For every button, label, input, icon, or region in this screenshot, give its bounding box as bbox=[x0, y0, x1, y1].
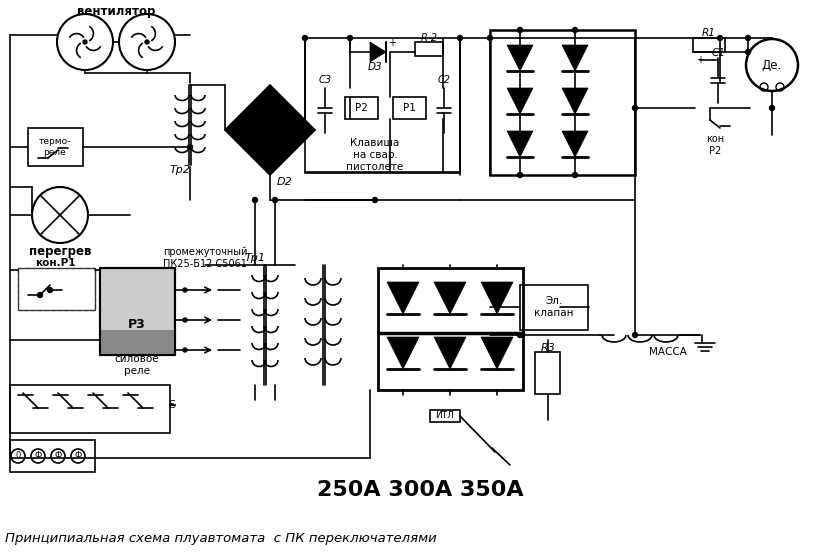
Text: Тр1: Тр1 bbox=[245, 253, 265, 263]
Text: Де.: Де. bbox=[762, 59, 782, 72]
Text: Ф: Ф bbox=[54, 452, 61, 460]
Text: S: S bbox=[169, 400, 175, 410]
Circle shape bbox=[518, 172, 523, 178]
Bar bbox=[18, 268, 95, 310]
Text: Клавиша
на свар.
пистолете: Клавиша на свар. пистолете bbox=[346, 139, 404, 172]
Circle shape bbox=[83, 40, 87, 44]
Text: МАССА: МАССА bbox=[649, 347, 687, 357]
Polygon shape bbox=[387, 282, 419, 314]
Text: C1: C1 bbox=[711, 48, 725, 58]
Bar bbox=[10, 440, 95, 472]
Text: P2: P2 bbox=[355, 103, 368, 113]
Circle shape bbox=[347, 35, 352, 40]
Circle shape bbox=[487, 35, 492, 40]
Text: термо-
реле: термо- реле bbox=[38, 137, 71, 157]
Circle shape bbox=[145, 40, 149, 44]
Circle shape bbox=[632, 105, 637, 110]
Polygon shape bbox=[481, 337, 513, 369]
Circle shape bbox=[273, 198, 278, 203]
Circle shape bbox=[518, 332, 523, 337]
Text: R1: R1 bbox=[702, 28, 716, 38]
Text: Р3: Р3 bbox=[128, 319, 146, 332]
Bar bbox=[415, 42, 443, 56]
Polygon shape bbox=[370, 42, 386, 62]
Text: R3: R3 bbox=[541, 343, 555, 353]
Circle shape bbox=[770, 105, 775, 110]
Bar bbox=[100, 268, 175, 355]
Bar bbox=[490, 30, 635, 175]
Bar bbox=[430, 410, 460, 422]
Bar bbox=[18, 268, 95, 310]
Polygon shape bbox=[481, 282, 513, 314]
Text: Ф: Ф bbox=[34, 452, 42, 460]
Text: C3: C3 bbox=[319, 75, 332, 85]
Text: Тр2: Тр2 bbox=[170, 165, 191, 175]
Text: силовое
реле: силовое реле bbox=[115, 354, 160, 376]
Circle shape bbox=[572, 172, 577, 178]
Circle shape bbox=[48, 288, 52, 293]
Polygon shape bbox=[434, 337, 466, 369]
Circle shape bbox=[252, 198, 257, 203]
Circle shape bbox=[38, 293, 43, 298]
Polygon shape bbox=[225, 85, 315, 175]
Text: вентилятор: вентилятор bbox=[77, 6, 155, 19]
Circle shape bbox=[302, 35, 307, 40]
Text: 0: 0 bbox=[16, 452, 20, 460]
Polygon shape bbox=[387, 337, 419, 369]
Circle shape bbox=[183, 318, 187, 322]
Circle shape bbox=[745, 35, 750, 40]
Circle shape bbox=[572, 28, 577, 33]
Circle shape bbox=[632, 332, 637, 337]
Text: 250А 300А 350А: 250А 300А 350А bbox=[317, 480, 523, 500]
Text: Принципиальная схема плуавтомата  с ПК переключателями: Принципиальная схема плуавтомата с ПК пе… bbox=[5, 532, 437, 545]
Text: D2: D2 bbox=[277, 177, 293, 187]
Text: R 2: R 2 bbox=[421, 33, 437, 43]
Polygon shape bbox=[507, 45, 533, 71]
Bar bbox=[378, 268, 523, 390]
Circle shape bbox=[373, 198, 378, 203]
Bar bbox=[393, 97, 426, 119]
Bar bbox=[100, 268, 175, 355]
Bar bbox=[28, 128, 83, 166]
Bar bbox=[693, 38, 725, 52]
Text: промежуточный
ПК25-Б12 С5061: промежуточный ПК25-Б12 С5061 bbox=[163, 247, 247, 269]
Text: C2: C2 bbox=[437, 75, 450, 85]
Text: D3: D3 bbox=[368, 62, 382, 72]
Circle shape bbox=[745, 50, 750, 55]
Bar bbox=[305, 38, 460, 173]
Text: Эл.
клапан: Эл. клапан bbox=[534, 296, 574, 318]
Polygon shape bbox=[434, 282, 466, 314]
Polygon shape bbox=[562, 88, 588, 114]
Bar bbox=[520, 285, 588, 330]
Circle shape bbox=[717, 35, 722, 40]
Bar bbox=[535, 352, 560, 394]
Bar bbox=[345, 97, 378, 119]
Text: +: + bbox=[388, 38, 396, 48]
Polygon shape bbox=[507, 131, 533, 157]
Circle shape bbox=[458, 35, 463, 40]
Polygon shape bbox=[562, 45, 588, 71]
Bar bbox=[100, 330, 175, 355]
Text: ИТЛ: ИТЛ bbox=[436, 411, 455, 421]
Text: кон.Р1: кон.Р1 bbox=[34, 258, 75, 268]
Text: +: + bbox=[696, 55, 704, 65]
Circle shape bbox=[188, 145, 192, 150]
Circle shape bbox=[183, 288, 187, 292]
Bar bbox=[10, 385, 170, 433]
Text: перегрев: перегрев bbox=[29, 246, 91, 258]
Polygon shape bbox=[562, 131, 588, 157]
Polygon shape bbox=[507, 88, 533, 114]
Text: Ф: Ф bbox=[75, 452, 82, 460]
Text: кон
Р2: кон Р2 bbox=[706, 134, 724, 156]
Text: P1: P1 bbox=[403, 103, 415, 113]
Circle shape bbox=[518, 28, 523, 33]
Circle shape bbox=[183, 348, 187, 352]
